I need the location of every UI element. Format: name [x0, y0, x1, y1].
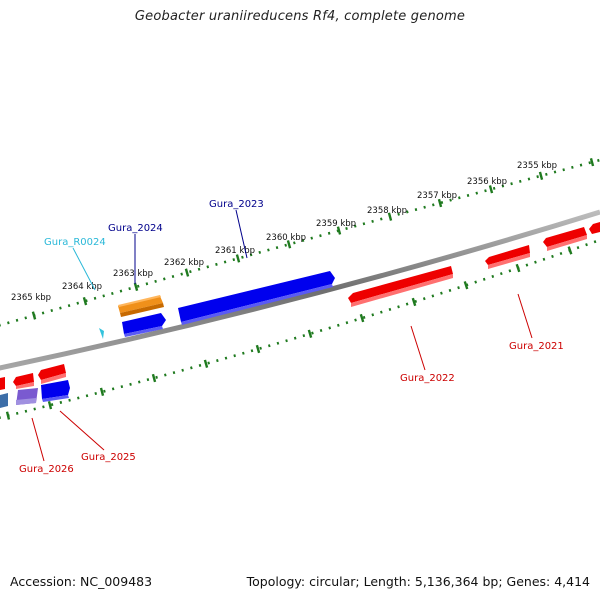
ruler-label-2357: 2357 kbp [417, 191, 457, 201]
ruler-label-2362: 2362 kbp [164, 258, 204, 268]
ruler-label-2361: 2361 kbp [215, 246, 255, 256]
outer-tick-8 [184, 268, 190, 277]
ruler-labels: 2355 kbp 2356 kbp 2357 kbp 2358 kbp 2359… [11, 161, 557, 303]
outer-tick-2 [488, 185, 494, 194]
trna-marker[interactable] [99, 328, 104, 339]
leader-lines [31, 209, 533, 462]
reverse-strand-features [0, 222, 600, 390]
feature-left-edge-forward[interactable] [0, 393, 8, 408]
outer-tick-7 [235, 254, 241, 263]
outer-major-ticks [31, 157, 595, 320]
ruler-label-2355: 2355 kbp [517, 161, 557, 171]
outer-tick-0 [589, 157, 595, 167]
label-gura-2022: Gura_2022 [400, 373, 455, 384]
outer-tick-10 [82, 296, 88, 306]
feature-gura-r0024-rna[interactable] [118, 295, 164, 317]
inner-tick-3 [411, 297, 417, 307]
inner-tick-6 [255, 344, 261, 354]
feature-right-red-1[interactable] [543, 227, 587, 251]
feature-left-red-2[interactable] [13, 373, 34, 389]
label-gura-2021: Gura_2021 [509, 341, 564, 352]
inner-tick-0 [567, 246, 573, 255]
inner-tick-ring [0, 238, 600, 419]
inner-tick-9 [99, 387, 105, 397]
inner-tick-8 [151, 373, 157, 383]
label-gura-2023: Gura_2023 [209, 199, 264, 210]
genome-backbone [0, 209, 600, 371]
feature-labels: Gura_2023 Gura_2024 Gura_R0024 Gura_2021… [19, 199, 564, 475]
feature-gura-2024[interactable] [122, 313, 166, 337]
outer-tick-6 [286, 240, 292, 249]
inner-tick-4 [359, 313, 365, 323]
feature-right-red-2[interactable] [589, 222, 600, 234]
label-gura-2024: Gura_2024 [108, 223, 163, 234]
feature-gura-2022[interactable] [348, 266, 453, 307]
ruler-label-2363: 2363 kbp [113, 269, 153, 279]
feature-left-red-1[interactable] [38, 364, 66, 384]
label-gura-2026: Gura_2026 [19, 464, 74, 475]
feature-left-red-3[interactable] [0, 377, 5, 390]
inner-tick-10 [47, 401, 53, 410]
label-gura-2025: Gura_2025 [81, 452, 136, 463]
feature-gura-2023[interactable] [178, 271, 335, 325]
inner-tick-7 [203, 359, 209, 368]
feature-gura-2026[interactable] [16, 388, 38, 405]
ruler-label-2359: 2359 kbp [316, 219, 356, 229]
accession-text: Accession: NC_009483 [10, 574, 153, 589]
feature-gura-2025[interactable] [41, 380, 70, 402]
outer-tick-5 [336, 226, 342, 235]
outer-tick-3 [437, 198, 443, 208]
inner-tick-2 [463, 281, 469, 290]
outer-tick-ring [0, 158, 600, 327]
ruler-label-2365: 2365 kbp [11, 293, 51, 303]
label-gura-r0024: Gura_R0024 [44, 237, 106, 248]
outer-tick-4 [387, 212, 393, 221]
ruler-label-2364: 2364 kbp [62, 282, 102, 292]
inner-tick-11 [5, 411, 11, 420]
ruler-label-2360: 2360 kbp [266, 233, 306, 243]
outer-tick-1 [538, 171, 544, 180]
feature-gura-2021[interactable] [485, 245, 530, 269]
outer-tick-9 [133, 282, 139, 292]
ruler-label-2358: 2358 kbp [367, 206, 407, 216]
outer-tick-11 [31, 311, 37, 320]
inner-major-ticks [5, 246, 573, 420]
forward-strand-features [0, 271, 335, 408]
genome-summary-text: Topology: circular; Length: 5,136,364 bp… [246, 574, 590, 589]
map-title: Geobacter uraniireducens Rf4, complete g… [134, 9, 466, 24]
inner-tick-1 [515, 263, 521, 273]
ruler-label-2356: 2356 kbp [467, 177, 507, 187]
inner-tick-5 [307, 329, 313, 338]
